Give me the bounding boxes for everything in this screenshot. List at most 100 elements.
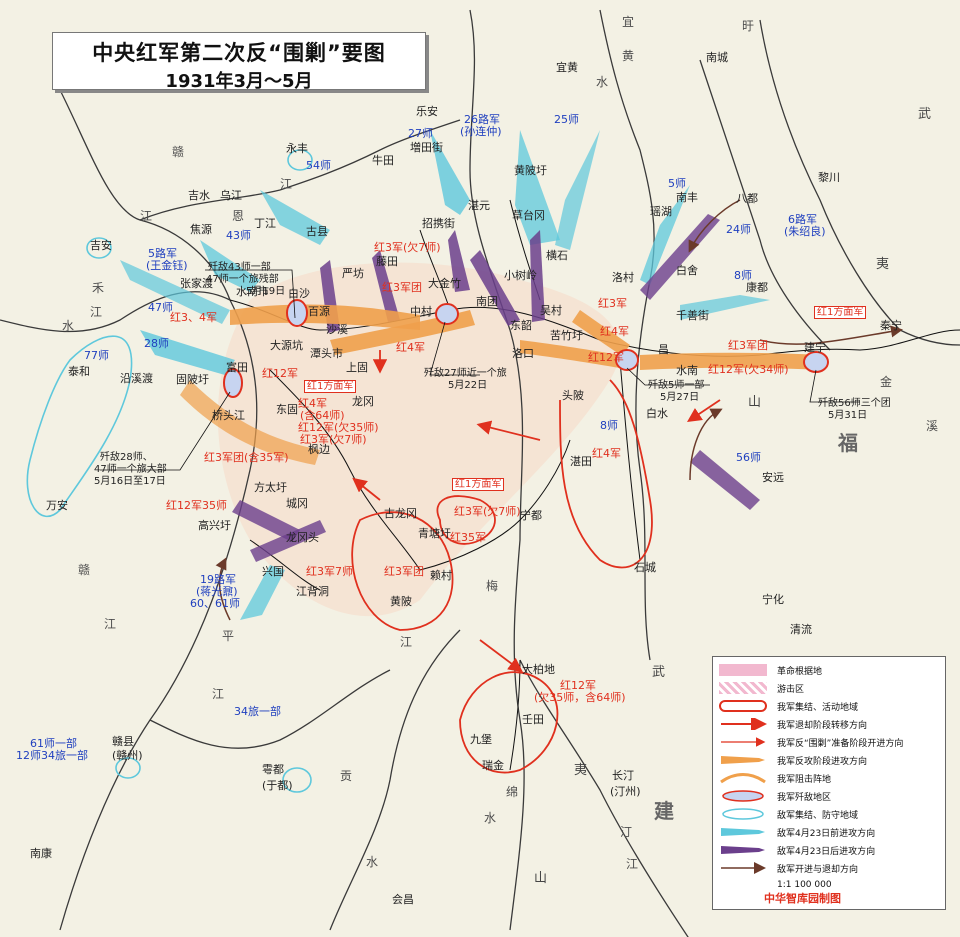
- place-jiangbeidong: 江背洞: [296, 585, 329, 598]
- enemy-19-army-cmdr: (蒋光鼐): [196, 585, 238, 598]
- enemy-43-div: 43师: [226, 229, 251, 242]
- enemy-advances-early: [120, 130, 770, 620]
- enemy-56-div: 56师: [736, 451, 761, 464]
- place-daiyuankeng: 大源坑: [270, 339, 303, 352]
- red-35-army: 红35军: [450, 531, 486, 544]
- enemy-34-brigade: 34旅一部: [234, 705, 281, 718]
- place-ganxian: 赣县: [112, 735, 134, 748]
- place-luokou: 洛口: [512, 347, 534, 360]
- place-qiaotoujiang: 桥头江: [212, 409, 245, 422]
- place-lean: 乐安: [416, 105, 438, 118]
- river-char: 旴: [742, 19, 755, 33]
- place-ningdu: 宁都: [520, 509, 542, 522]
- place-xingguo: 兴国: [262, 565, 284, 578]
- place-wan-an: 万安: [46, 499, 68, 512]
- place-qingtangxu: 青塘圩: [418, 527, 451, 540]
- enemy-5-army-cmdr: (王金钰): [146, 259, 188, 272]
- river-char: 梅: [486, 579, 499, 593]
- battle-note-5-date: 5月16日至17日: [94, 476, 166, 487]
- place-shicheng: 石城: [634, 561, 656, 574]
- place-nanfeng: 南丰: [676, 191, 698, 204]
- enemy-28-div: 28师: [144, 337, 169, 350]
- red-4-army-b: 红4军: [600, 325, 629, 338]
- place-caotaigang: 草台冈: [512, 209, 545, 222]
- red-3-corps-35: 红3军团(含35军): [204, 451, 289, 464]
- place-jiaoyuan: 焦源: [190, 223, 212, 236]
- note-lines: [100, 269, 860, 471]
- enemy-60-61-div: 60、61师: [190, 597, 240, 610]
- place-dajinzhu: 大金竹: [428, 277, 461, 290]
- river-char: 江: [140, 209, 153, 223]
- place-anyuan: 安远: [762, 471, 784, 484]
- region-char: 武: [652, 665, 666, 680]
- red-4-army-c: 红4军: [298, 397, 327, 410]
- battle-note-1-date: 5月19日: [246, 286, 286, 297]
- enemy-12-div-34-brigade: 12师34旅一部: [16, 749, 88, 762]
- red-3-4-army: 红3、4军: [170, 311, 217, 324]
- place-zhangjiadu: 张家渡: [180, 277, 213, 290]
- battle-note-1: 歼敌43师一部: [208, 262, 271, 273]
- river-char: 汀: [620, 825, 633, 839]
- place-zhongcun: 中村: [410, 305, 432, 318]
- place-ninghua: 宁化: [762, 593, 784, 606]
- rivers: [0, 9, 960, 937]
- red-3-corps-b: 红3军团: [728, 339, 768, 352]
- place-zhanyuan: 湛元: [468, 199, 490, 212]
- place-gulonggang: 古龙冈: [384, 507, 417, 520]
- river-char: 江: [212, 687, 225, 701]
- red-3-army-d: 红3军(欠7师): [454, 505, 521, 518]
- river-char: 江: [104, 617, 117, 631]
- river-char: 溪: [926, 419, 939, 433]
- place-kuzhuxu: 苦竹圩: [550, 329, 583, 342]
- river-char: 赣: [172, 145, 185, 159]
- enemy-24-div: 24师: [726, 223, 751, 236]
- place-zhantian: 湛田: [570, 455, 592, 468]
- legend: 革命根据地 游击区 我军集结、活动地域 我军退却阶段转移方向 我军反“围剿”准备…: [712, 656, 946, 910]
- battle-note-3-date: 5月27日: [660, 392, 700, 403]
- place-baiyun: 百源: [308, 305, 330, 318]
- place-yanxidu: 沿溪渡: [120, 372, 153, 385]
- battle-note-1b: 47师一个旅残部: [206, 274, 279, 285]
- river-char: 禾: [92, 281, 105, 295]
- place-huichang: 会昌: [392, 893, 414, 906]
- enemy-77-div: 77师: [84, 349, 109, 362]
- river-char: 平: [222, 629, 235, 643]
- place-jiubao: 九堡: [470, 733, 492, 746]
- battle-note-5b: 47师一个旅大部: [94, 464, 167, 475]
- red-counteroffensive: [180, 304, 820, 465]
- place-dingjiang: 丁江: [254, 217, 276, 230]
- red-arrows: [352, 350, 721, 673]
- region-char: 夷: [574, 763, 588, 778]
- place-laicun: 赖村: [430, 569, 452, 582]
- place-ji-an: 吉安: [90, 239, 112, 252]
- title-line2: 1931年3月～5月: [165, 71, 313, 92]
- place-kangdu: 康都: [746, 281, 768, 294]
- red-1st-front-c: 红1方面军: [814, 306, 867, 319]
- enemy-8-div-south: 8师: [600, 419, 618, 432]
- red-3-corps-a: 红3军团: [382, 281, 422, 294]
- river-char: 恩: [232, 209, 245, 223]
- red-1st-front-b: 红1方面军: [452, 478, 505, 491]
- region-char: 武: [918, 107, 932, 122]
- river-char: 水: [62, 319, 75, 333]
- enemy-6-army-cmdr: (朱绍良): [784, 225, 826, 238]
- place-fengbian: 枫边: [308, 443, 330, 456]
- red-assembly: [351, 379, 653, 774]
- place-futian: 富田: [226, 361, 248, 374]
- place-fangtaixu: 方太圩: [254, 481, 287, 494]
- place-guangchang: 昌: [658, 343, 669, 356]
- place-gaoxingxu: 高兴圩: [198, 519, 231, 532]
- region-char: 山: [534, 871, 548, 886]
- place-shaxi: 沙溪: [326, 323, 348, 336]
- place-longgang: 龙冈: [352, 395, 374, 408]
- annihilation-zones: [223, 299, 829, 398]
- red-3-army-a: 红3军(欠7师): [374, 241, 441, 254]
- place-tanxishi: 潭头市: [310, 347, 343, 360]
- enemy-8-div: 8师: [734, 269, 752, 282]
- place-yongfeng: 永丰: [286, 142, 308, 155]
- river-char: 黄: [622, 49, 635, 63]
- battle-note-4: 歼敌56师三个团: [818, 398, 891, 409]
- place-changting-old: (汀州): [610, 785, 641, 798]
- red-3-army-7-div: 红3军7师: [306, 565, 353, 578]
- place-ganzhujie: 千善街: [676, 309, 709, 322]
